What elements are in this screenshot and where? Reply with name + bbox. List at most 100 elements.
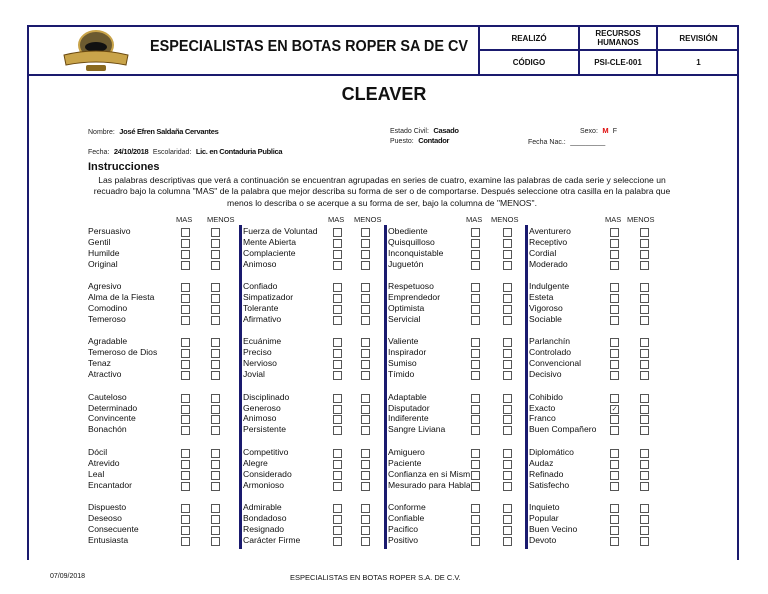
mas-checkbox[interactable] xyxy=(610,459,619,469)
menos-checkbox[interactable] xyxy=(211,470,220,480)
menos-checkbox[interactable] xyxy=(211,360,220,370)
mas-checkbox[interactable] xyxy=(333,514,342,524)
mas-checkbox[interactable] xyxy=(610,514,619,524)
mas-checkbox[interactable] xyxy=(471,481,480,491)
mas-checkbox[interactable] xyxy=(333,459,342,469)
mas-checkbox[interactable] xyxy=(610,371,619,381)
mas-checkbox[interactable] xyxy=(471,349,480,359)
mas-checkbox[interactable] xyxy=(610,525,619,535)
mas-checkbox[interactable] xyxy=(471,470,480,480)
menos-checkbox[interactable] xyxy=(640,228,649,237)
mas-checkbox[interactable] xyxy=(610,415,619,425)
mas-checkbox[interactable] xyxy=(471,504,480,513)
mas-checkbox[interactable] xyxy=(333,536,342,546)
menos-checkbox[interactable] xyxy=(640,249,649,259)
menos-checkbox[interactable] xyxy=(361,249,370,259)
mas-checkbox[interactable] xyxy=(471,283,480,293)
mas-checkbox[interactable] xyxy=(471,514,480,524)
mas-checkbox[interactable] xyxy=(333,305,342,314)
menos-checkbox[interactable] xyxy=(361,305,370,314)
mas-checkbox[interactable] xyxy=(181,294,190,304)
menos-checkbox[interactable] xyxy=(640,448,649,458)
mas-checkbox[interactable] xyxy=(610,393,619,403)
mas-checkbox[interactable] xyxy=(610,228,619,237)
menos-checkbox[interactable] xyxy=(211,459,220,469)
mas-checkbox[interactable] xyxy=(181,504,190,513)
menos-checkbox[interactable] xyxy=(640,294,649,304)
menos-checkbox[interactable] xyxy=(211,393,220,403)
mas-checkbox[interactable] xyxy=(181,459,190,469)
menos-checkbox[interactable] xyxy=(640,393,649,403)
mas-checkbox[interactable] xyxy=(333,504,342,513)
mas-checkbox[interactable] xyxy=(471,415,480,425)
mas-checkbox[interactable] xyxy=(471,371,480,381)
mas-checkbox[interactable] xyxy=(333,260,342,270)
menos-checkbox[interactable] xyxy=(640,238,649,248)
mas-checkbox[interactable] xyxy=(471,249,480,259)
mas-checkbox[interactable] xyxy=(181,338,190,348)
menos-checkbox[interactable] xyxy=(361,360,370,370)
menos-checkbox[interactable] xyxy=(640,504,649,513)
menos-checkbox[interactable] xyxy=(503,294,512,304)
mas-checkbox[interactable] xyxy=(181,536,190,546)
menos-checkbox[interactable] xyxy=(361,283,370,293)
menos-checkbox[interactable] xyxy=(640,338,649,348)
menos-checkbox[interactable] xyxy=(361,315,370,325)
menos-checkbox[interactable] xyxy=(361,338,370,348)
menos-checkbox[interactable] xyxy=(361,415,370,425)
menos-checkbox[interactable] xyxy=(361,260,370,270)
menos-checkbox[interactable] xyxy=(361,426,370,436)
mas-checkbox[interactable] xyxy=(181,525,190,535)
menos-checkbox[interactable] xyxy=(640,404,649,414)
mas-checkbox[interactable] xyxy=(181,260,190,270)
menos-checkbox[interactable] xyxy=(503,283,512,293)
menos-checkbox[interactable] xyxy=(640,283,649,293)
mas-checkbox[interactable] xyxy=(471,305,480,314)
mas-checkbox[interactable] xyxy=(610,360,619,370)
menos-checkbox[interactable] xyxy=(503,305,512,314)
mas-checkbox[interactable] xyxy=(471,260,480,270)
menos-checkbox[interactable] xyxy=(503,238,512,248)
mas-checkbox[interactable] xyxy=(471,338,480,348)
mas-checkbox[interactable] xyxy=(610,238,619,248)
menos-checkbox[interactable] xyxy=(211,371,220,381)
mas-checkbox[interactable] xyxy=(333,426,342,436)
mas-checkbox[interactable] xyxy=(610,249,619,259)
mas-checkbox[interactable] xyxy=(471,238,480,248)
menos-checkbox[interactable] xyxy=(211,294,220,304)
mas-checkbox[interactable] xyxy=(181,249,190,259)
menos-checkbox[interactable] xyxy=(211,315,220,325)
menos-checkbox[interactable] xyxy=(211,228,220,237)
menos-checkbox[interactable] xyxy=(503,404,512,414)
menos-checkbox[interactable] xyxy=(211,426,220,436)
menos-checkbox[interactable] xyxy=(640,371,649,381)
menos-checkbox[interactable] xyxy=(211,448,220,458)
menos-checkbox[interactable] xyxy=(640,536,649,546)
menos-checkbox[interactable] xyxy=(503,393,512,403)
menos-checkbox[interactable] xyxy=(640,305,649,314)
mas-checkbox[interactable] xyxy=(471,448,480,458)
menos-checkbox[interactable] xyxy=(211,349,220,359)
mas-checkbox[interactable] xyxy=(181,360,190,370)
menos-checkbox[interactable] xyxy=(503,426,512,436)
menos-checkbox[interactable] xyxy=(640,360,649,370)
mas-checkbox[interactable] xyxy=(471,294,480,304)
menos-checkbox[interactable] xyxy=(361,371,370,381)
menos-checkbox[interactable] xyxy=(361,349,370,359)
mas-checkbox[interactable] xyxy=(181,426,190,436)
menos-checkbox[interactable] xyxy=(211,536,220,546)
mas-checkbox[interactable] xyxy=(333,283,342,293)
menos-checkbox[interactable] xyxy=(361,525,370,535)
menos-checkbox[interactable] xyxy=(361,238,370,248)
mas-checkbox[interactable] xyxy=(333,481,342,491)
mas-checkbox[interactable] xyxy=(471,525,480,535)
mas-checkbox[interactable] xyxy=(471,228,480,237)
menos-checkbox[interactable] xyxy=(640,481,649,491)
menos-checkbox[interactable] xyxy=(361,481,370,491)
menos-checkbox[interactable] xyxy=(361,459,370,469)
mas-checkbox[interactable] xyxy=(610,338,619,348)
mas-checkbox[interactable] xyxy=(333,470,342,480)
mas-checkbox[interactable] xyxy=(610,504,619,513)
mas-checkbox[interactable] xyxy=(181,349,190,359)
menos-checkbox[interactable] xyxy=(640,470,649,480)
